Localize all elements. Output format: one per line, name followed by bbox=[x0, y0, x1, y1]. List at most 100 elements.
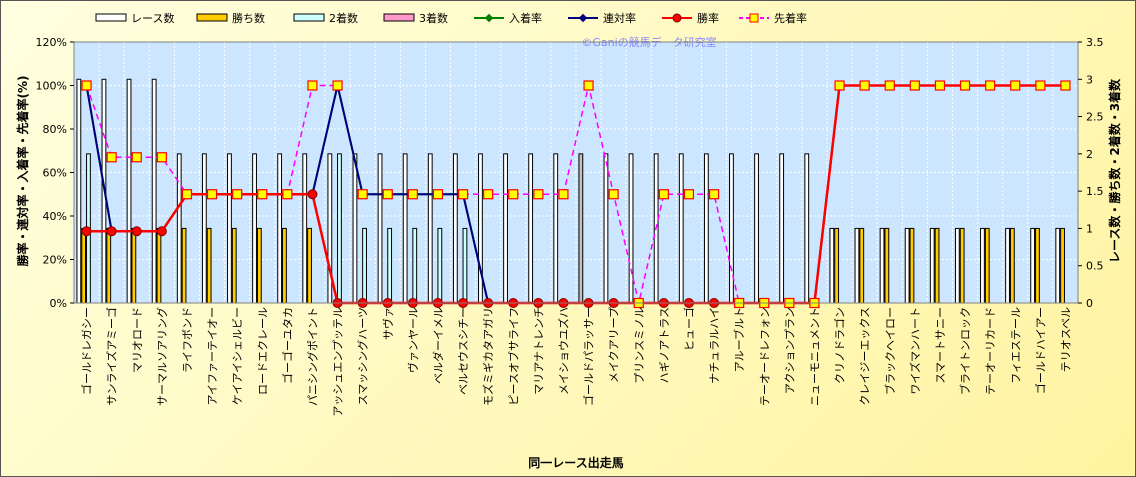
category-label: アッシュエンプッテル bbox=[332, 307, 345, 417]
race-count-bar bbox=[980, 227, 985, 304]
senchaku-rate-point bbox=[257, 189, 268, 200]
x-axis-label: 同一レース出走馬 bbox=[528, 455, 623, 470]
category-label: サヴァ bbox=[381, 307, 395, 340]
race-count-bar bbox=[954, 227, 960, 304]
win-count-bar bbox=[859, 227, 865, 304]
y-axis-label-right: レース数・勝ち数・2着数・3着数 bbox=[1107, 78, 1122, 263]
category-label: メイショウユズハ bbox=[556, 307, 570, 395]
category-label: テリオスベル bbox=[1059, 307, 1072, 372]
race-count-bar bbox=[904, 227, 910, 304]
win-count-bar bbox=[256, 227, 262, 304]
race-count-bar bbox=[578, 153, 584, 304]
second-count-bar bbox=[412, 227, 418, 304]
category-label: プリンスミノル bbox=[633, 307, 646, 384]
senchaku-rate-point bbox=[859, 80, 870, 91]
senchaku-rate-point bbox=[457, 189, 469, 200]
race-count-bar bbox=[76, 78, 82, 304]
win-count-bar bbox=[934, 227, 940, 304]
race-count-bar bbox=[729, 153, 734, 304]
legend-label: レース数 bbox=[131, 12, 174, 25]
win-count-bar bbox=[307, 227, 312, 304]
win-count-bar bbox=[231, 227, 237, 304]
category-label: マリオロード bbox=[131, 307, 144, 373]
win-count-bar bbox=[909, 227, 915, 304]
legend-label: 勝ち数 bbox=[232, 11, 265, 25]
senchaku-rate-point bbox=[483, 189, 494, 200]
race-count-bar bbox=[427, 153, 433, 304]
senchaku-rate-point bbox=[884, 80, 895, 91]
win-count-bar bbox=[1009, 227, 1015, 304]
senchaku-rate-point bbox=[432, 189, 444, 200]
senchaku-rate-point bbox=[407, 189, 418, 200]
legend-marker bbox=[672, 13, 682, 23]
senchaku-rate-point bbox=[1060, 80, 1071, 91]
senchaku-rate-point bbox=[834, 80, 845, 91]
category-label: ロードエクレール bbox=[256, 307, 269, 395]
race-count-bar bbox=[503, 153, 508, 304]
race-count-bar bbox=[252, 153, 257, 304]
win-count-bar bbox=[181, 227, 187, 304]
category-label: ゴールドハイアー bbox=[1033, 307, 1047, 394]
category-label: ナチュラルハイ bbox=[708, 307, 721, 384]
senchaku-rate-point bbox=[382, 189, 393, 200]
senchaku-rate-point bbox=[959, 80, 971, 91]
legend-swatch bbox=[196, 13, 228, 22]
category-label: ハギノアトラス bbox=[658, 307, 671, 383]
category-label: ニューモニュメント bbox=[808, 307, 821, 406]
race-count-bar bbox=[277, 153, 283, 304]
legend-label: 連対率 bbox=[603, 11, 636, 25]
race-count-bar bbox=[929, 227, 935, 304]
second-count-bar bbox=[387, 227, 393, 304]
race-count-bar bbox=[553, 153, 559, 304]
left-tick-label: 120% bbox=[36, 36, 67, 49]
y-axis-label-left: 勝率・連対率・入着率・先着率(%) bbox=[15, 76, 30, 267]
senchaku-rate-point bbox=[658, 189, 669, 200]
legend-label: 勝率 bbox=[697, 11, 719, 25]
race-count-bar bbox=[352, 153, 358, 304]
race-count-bar bbox=[402, 153, 408, 304]
senchaku-rate-point bbox=[683, 189, 695, 200]
senchaku-rate-point bbox=[985, 80, 996, 91]
left-tick-label: 40% bbox=[43, 210, 67, 223]
left-tick-label: 80% bbox=[43, 123, 67, 136]
category-label: アイファーテイオー bbox=[206, 307, 219, 405]
race-count-bar bbox=[754, 153, 759, 304]
legend-label: 2着数 bbox=[329, 11, 358, 25]
category-label: ブライトンロック bbox=[958, 307, 972, 395]
right-tick-label: 0.5 bbox=[1086, 260, 1104, 273]
legend-marker bbox=[749, 13, 759, 23]
left-tick-label: 100% bbox=[36, 80, 67, 93]
category-label: ゴールドパラッサー bbox=[582, 307, 596, 406]
legend-label: 3着数 bbox=[419, 11, 448, 25]
legend-label: 先着率 bbox=[774, 11, 807, 25]
category-label: アクションプラン bbox=[783, 307, 796, 394]
category-label: ベルダーイメル bbox=[431, 307, 445, 384]
race-count-bar bbox=[151, 78, 157, 304]
win-count-bar bbox=[959, 227, 965, 304]
right-tick-label: 1 bbox=[1086, 222, 1093, 235]
category-label: クレイジーエックス bbox=[859, 307, 872, 406]
win-count-bar bbox=[156, 227, 162, 304]
category-label: ヴァンヤール bbox=[406, 307, 420, 373]
legend-label: 入着率 bbox=[509, 11, 542, 25]
right-tick-label: 0 bbox=[1086, 297, 1093, 310]
category-label: スマッシングハーツ bbox=[356, 307, 370, 405]
second-count-bar bbox=[462, 227, 468, 304]
race-count-bar bbox=[779, 153, 785, 304]
senchaku-rate-point bbox=[106, 152, 117, 163]
win-count-bar bbox=[1060, 227, 1065, 304]
senchaku-rate-point bbox=[357, 189, 368, 200]
race-count-bar bbox=[829, 227, 835, 304]
category-label: ピースオブサライフ bbox=[506, 307, 520, 405]
senchaku-rate-point bbox=[508, 189, 519, 200]
race-count-bar bbox=[126, 78, 132, 304]
senchaku-rate-point bbox=[307, 80, 318, 91]
left-tick-label: 60% bbox=[43, 167, 67, 180]
senchaku-rate-point bbox=[131, 152, 142, 163]
senchaku-rate-point bbox=[558, 189, 569, 200]
senchaku-rate-point bbox=[181, 189, 193, 200]
category-label: ゴールドレガシー bbox=[80, 307, 94, 395]
race-count-bar bbox=[1055, 227, 1061, 304]
